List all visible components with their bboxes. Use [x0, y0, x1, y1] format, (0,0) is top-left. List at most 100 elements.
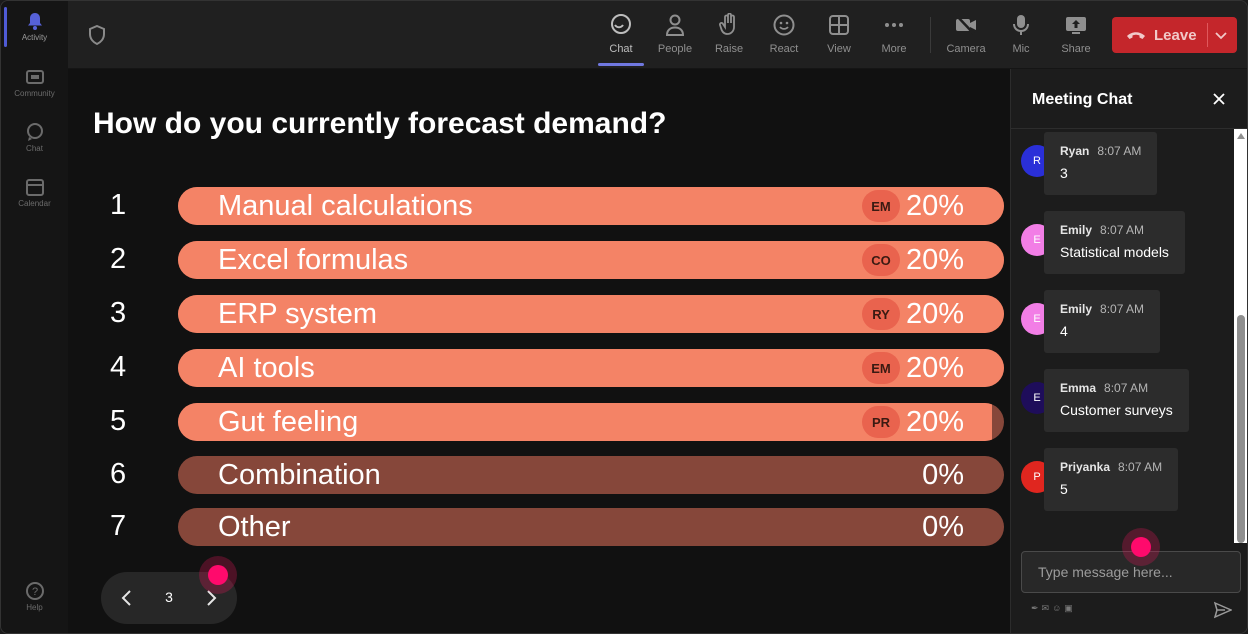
rail-item-chat[interactable]: Chat	[1, 122, 68, 153]
message-bubble[interactable]: Ryan 8:07 AM 3	[1044, 132, 1158, 195]
grid-icon	[829, 15, 849, 35]
poll-option-bar: Excel formulas CO 20%	[178, 241, 1004, 279]
chevron-right-icon[interactable]	[201, 588, 221, 608]
chat-header: Meeting Chat	[1011, 69, 1247, 129]
toolbar-label: More	[881, 43, 907, 55]
poll-option-label: Other	[218, 511, 291, 543]
leave-button[interactable]: Leave	[1112, 17, 1237, 53]
message-timestamp: 8:07 AM	[1097, 144, 1142, 158]
poll-option-number: 5	[110, 405, 127, 437]
poll-option-percent: 20%	[905, 190, 964, 222]
leave-divider	[1207, 23, 1208, 47]
voter-avatar: CO	[862, 244, 900, 276]
toolbar-separator	[930, 17, 931, 53]
poll-option-number: 1	[110, 189, 127, 221]
pointer-indicator	[199, 556, 237, 594]
poll-option-label: Excel formulas	[218, 244, 409, 276]
poll-option-bar: ERP system RY 20%	[178, 295, 1004, 333]
rail-active-indicator	[4, 7, 7, 47]
poll-option-label: Manual calculations	[218, 190, 473, 222]
chat-title: Meeting Chat	[1032, 91, 1133, 108]
poll-option-percent: 20%	[905, 352, 964, 384]
rail-item-label: Help	[26, 603, 43, 612]
send-icon[interactable]	[1214, 601, 1232, 619]
poll-option-percent: 20%	[905, 244, 964, 276]
message-sender: Ryan	[1060, 144, 1090, 158]
poll-option-number: 7	[110, 510, 127, 542]
pointer-indicator	[1122, 528, 1160, 566]
scroll-down-arrow[interactable]	[1237, 533, 1245, 539]
scroll-up-arrow[interactable]	[1237, 133, 1245, 139]
message-bubble[interactable]: Priyanka 8:07 AM 5	[1044, 448, 1179, 511]
attach-icon[interactable]: ✉	[1041, 603, 1053, 613]
help-icon: ?	[25, 582, 44, 600]
poll-option-bar: AI tools EM 20%	[178, 349, 1004, 387]
emoji-icon[interactable]: ☺	[1052, 603, 1065, 613]
hang-up-icon	[1127, 32, 1145, 39]
toolbar-label: Mic	[1012, 43, 1030, 55]
chat-format-tools[interactable]: ✒✉☺▣	[1031, 603, 1076, 614]
rail-item-activity[interactable]: Activity	[1, 11, 68, 42]
meeting-toolbar: Chat People Raise React View More Camera	[68, 1, 1247, 69]
rail-item-community[interactable]: Community	[1, 67, 68, 98]
camera-off-icon	[956, 15, 976, 35]
close-icon[interactable]	[1211, 91, 1227, 107]
poll-option-bar: Gut feeling PR 20%	[178, 403, 1004, 441]
poll-option-label: ERP system	[218, 298, 378, 330]
toolbar-label: React	[769, 43, 799, 55]
toolbar-share-button[interactable]: Share	[1053, 13, 1099, 55]
chat-scrollbar[interactable]	[1234, 129, 1247, 543]
message-bubble[interactable]: Emily 8:07 AM 4	[1044, 290, 1161, 353]
message-bubble[interactable]: Emily 8:07 AM Statistical models	[1044, 211, 1185, 274]
message-timestamp: 8:07 AM	[1100, 302, 1145, 316]
bell-icon	[27, 13, 42, 30]
toolbar-raise-button[interactable]: Raise	[706, 13, 752, 55]
poll-option-percent: 20%	[905, 406, 964, 438]
message-text: Statistical models	[1060, 244, 1169, 260]
toolbar-people-button[interactable]: People	[652, 13, 698, 55]
message-text: 3	[1060, 165, 1068, 181]
chat-message-input[interactable]: Type message here...	[1021, 551, 1241, 593]
format-icon[interactable]: ✒	[1031, 603, 1042, 613]
message-timestamp: 8:07 AM	[1100, 223, 1145, 237]
toolbar-chat-button[interactable]: Chat	[598, 13, 644, 55]
poll-option-number: 4	[110, 351, 127, 383]
more-icon	[885, 23, 903, 27]
message-sender: Emma	[1060, 381, 1097, 395]
toolbar-label: Chat	[609, 43, 633, 55]
message-sender: Emily	[1060, 302, 1093, 316]
chevron-down-icon[interactable]	[1214, 28, 1228, 42]
rail-item-label: Community	[14, 89, 55, 98]
message-timestamp: 8:07 AM	[1118, 460, 1163, 474]
shield-icon[interactable]	[88, 25, 106, 45]
scrollbar-thumb[interactable]	[1237, 315, 1245, 543]
toolbar-react-button[interactable]: React	[761, 13, 807, 55]
message-sender: Emily	[1060, 223, 1093, 237]
poll-option-percent: 0%	[922, 459, 964, 491]
page-number: 3	[165, 589, 173, 605]
gif-icon[interactable]: ▣	[1064, 603, 1076, 613]
toolbar-view-button[interactable]: View	[816, 13, 862, 55]
rail-item-calendar[interactable]: Calendar	[1, 177, 68, 208]
voter-avatar: EM	[862, 352, 900, 384]
chat-icon	[26, 123, 43, 141]
toolbar-label: View	[827, 43, 851, 55]
share-icon	[1066, 17, 1086, 34]
rail-item-help[interactable]: ? Help	[1, 581, 68, 612]
toolbar-more-button[interactable]: More	[871, 13, 917, 55]
message-text: 5	[1060, 481, 1068, 497]
svg-text:?: ?	[31, 586, 37, 598]
poll-question: How do you currently forecast demand?	[93, 107, 667, 140]
message-sender: Priyanka	[1060, 460, 1111, 474]
rail-item-label: Chat	[26, 144, 43, 153]
poll-stage: How do you currently forecast demand? 1 M…	[68, 69, 1010, 633]
chevron-left-icon[interactable]	[117, 588, 137, 608]
message-bubble[interactable]: Emma 8:07 AM Customer surveys	[1044, 369, 1189, 432]
poll-option-number: 3	[110, 297, 127, 329]
poll-option-percent: 20%	[905, 298, 964, 330]
toolbar-mic-button[interactable]: Mic	[998, 13, 1044, 55]
toolbar-camera-button[interactable]: Camera	[943, 13, 989, 55]
calendar-icon	[25, 179, 44, 196]
voter-avatar: RY	[862, 298, 900, 330]
